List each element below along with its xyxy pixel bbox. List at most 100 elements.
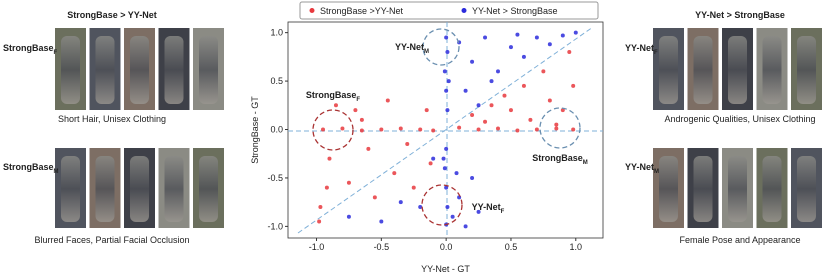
- person-photo-shade: [164, 36, 184, 104]
- point: [442, 69, 447, 74]
- person-photo-shade: [130, 156, 149, 222]
- row-label: YY-NetF: [625, 43, 658, 56]
- point: [444, 88, 449, 93]
- point: [424, 108, 429, 113]
- person-photo-shade: [95, 36, 115, 104]
- person-photo-shade: [762, 156, 782, 222]
- point: [560, 108, 565, 113]
- person-photo-shade: [728, 156, 747, 222]
- y-tick-label: -1.0: [267, 221, 283, 231]
- person-photo-shade: [61, 156, 80, 222]
- point: [353, 108, 358, 113]
- annotation-main: YY-Net: [472, 202, 501, 212]
- person-photo-shade: [797, 156, 816, 222]
- highlight-circle: [539, 107, 581, 149]
- annotation: StrongBaseF: [306, 90, 361, 103]
- row-label-sub: M: [54, 169, 59, 175]
- point: [573, 30, 578, 35]
- point: [346, 214, 351, 219]
- point: [463, 88, 468, 93]
- point: [547, 98, 552, 103]
- person-photo-shade: [95, 156, 115, 222]
- point: [496, 126, 500, 131]
- annotation-sub: F: [356, 97, 360, 103]
- row-caption: Short Hair, Unisex Clothing: [58, 114, 166, 124]
- point: [398, 200, 403, 205]
- point: [534, 35, 539, 40]
- point: [444, 185, 449, 190]
- point: [528, 117, 533, 122]
- person-photo-shade: [199, 36, 218, 104]
- x-tick-label: 0.5: [505, 242, 518, 252]
- legend-marker: [461, 8, 467, 13]
- person-photo-shade: [762, 36, 782, 104]
- point: [379, 219, 384, 224]
- row-label-sub: F: [54, 50, 58, 56]
- point: [502, 93, 507, 98]
- row-label-sub: F: [654, 50, 658, 56]
- point: [318, 205, 323, 210]
- point: [441, 156, 446, 161]
- person-photo-shade: [728, 36, 747, 104]
- point: [476, 209, 481, 214]
- annotation: StrongBaseM: [532, 153, 588, 166]
- point: [366, 146, 371, 151]
- point: [392, 171, 397, 176]
- point: [476, 103, 481, 108]
- point: [470, 175, 475, 180]
- highlight-circle: [421, 184, 463, 226]
- panel-title: YY-Net > StrongBase: [695, 10, 785, 20]
- person-photo-shade: [693, 156, 713, 222]
- point: [547, 42, 552, 47]
- point: [541, 69, 546, 74]
- point: [446, 79, 451, 84]
- point: [454, 171, 459, 176]
- row-label-sub: M: [654, 169, 659, 175]
- row-label: YY-NetM: [625, 162, 659, 175]
- legend-label: StrongBase >YY-Net: [320, 6, 403, 16]
- point: [405, 142, 410, 147]
- point: [508, 45, 513, 50]
- point: [508, 108, 513, 113]
- row-caption: Blurred Faces, Partial Facial Occlusion: [34, 235, 189, 245]
- point: [398, 126, 403, 131]
- point: [515, 128, 520, 133]
- person-photo-shade: [659, 156, 678, 222]
- legend-marker: [309, 8, 315, 13]
- point: [431, 128, 436, 133]
- annotation-main: YY-Net: [395, 42, 424, 52]
- point: [521, 83, 526, 88]
- row-label: StrongBaseM: [3, 162, 59, 175]
- y-tick-label: -0.5: [267, 173, 283, 183]
- annotation-sub: F: [501, 209, 505, 215]
- point: [372, 195, 377, 200]
- point: [483, 119, 488, 124]
- point: [489, 79, 494, 84]
- point: [483, 35, 488, 40]
- panel-title: StrongBase > YY-Net: [67, 10, 157, 20]
- point: [324, 185, 329, 190]
- x-axis-label: YY-Net - GT: [421, 264, 470, 274]
- point: [327, 156, 332, 161]
- legend-box: [299, 1, 599, 20]
- annotation-main: StrongBase: [532, 153, 583, 163]
- annotation: YY-NetM: [395, 42, 429, 55]
- point: [321, 127, 325, 132]
- legend-label: YY-Net > StrongBase: [472, 6, 557, 16]
- highlight-circle: [312, 109, 354, 151]
- point: [571, 83, 576, 88]
- row-caption: Female Pose and Appearance: [679, 235, 800, 245]
- y-tick-label: 1.0: [270, 28, 283, 38]
- point: [470, 112, 475, 117]
- point: [379, 127, 384, 132]
- person-photo-shade: [164, 156, 184, 222]
- highlight-circle: [422, 28, 460, 66]
- x-tick-label: 1.0: [570, 242, 583, 252]
- point: [346, 180, 351, 185]
- x-tick-label: -1.0: [309, 242, 325, 252]
- point: [489, 103, 494, 108]
- point: [333, 103, 338, 108]
- point: [470, 59, 475, 64]
